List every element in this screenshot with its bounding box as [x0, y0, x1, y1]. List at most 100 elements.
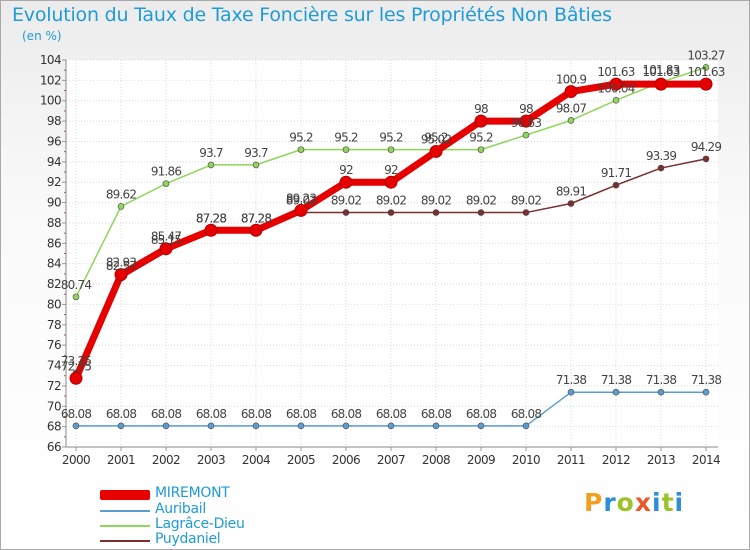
data-label-lagrace-dieu: 101.83	[642, 63, 679, 77]
data-label-puydaniel: 89.02	[466, 194, 497, 208]
legend-label-puydaniel: Puydaniel	[155, 531, 221, 547]
y-tick-label: 78	[47, 318, 61, 332]
data-label-miremont: 92	[339, 163, 353, 177]
data-point-auribail	[432, 422, 440, 430]
data-label-auribail: 68.08	[421, 407, 452, 421]
data-point-lagrace-dieu	[702, 64, 710, 71]
y-tick-label: 98	[47, 114, 61, 128]
x-tick-label: 2004	[242, 453, 270, 467]
data-label-puydaniel: 82.57	[106, 259, 137, 273]
data-label-miremont: 101.63	[687, 65, 724, 79]
data-point-miremont	[294, 203, 308, 217]
data-label-puydaniel: 89.02	[421, 194, 452, 208]
legend-label-lagrace-dieu: Lagrâce-Dieu	[155, 516, 245, 532]
y-tick-label: 96	[47, 134, 61, 148]
y-tick-label: 84	[47, 257, 61, 271]
data-point-lagrace-dieu	[522, 131, 530, 139]
data-label-auribail: 71.38	[646, 373, 677, 387]
data-label-puydaniel: 73.25	[61, 354, 92, 368]
data-label-miremont: 98	[519, 102, 533, 116]
data-label-puydaniel: 91.71	[601, 166, 632, 180]
x-tick-label: 2011	[557, 453, 585, 467]
data-point-lagrace-dieu	[612, 97, 620, 104]
data-point-miremont	[159, 242, 173, 256]
y-tick-label: 104	[40, 53, 61, 67]
data-label-puydaniel: 87.28	[196, 211, 227, 225]
x-tick-label: 2005	[287, 453, 315, 467]
data-point-auribail	[342, 422, 350, 430]
legend-swatch-lagrace-dieu	[100, 525, 150, 527]
data-point-auribail	[477, 422, 485, 430]
data-label-puydaniel: 94.29	[691, 140, 722, 154]
data-point-miremont	[384, 175, 398, 189]
data-point-auribail	[252, 422, 260, 430]
logo-letter: P	[584, 488, 604, 517]
data-label-lagrace-dieu: 89.62	[106, 187, 137, 201]
data-point-auribail	[657, 388, 665, 396]
data-point-lagrace-dieu	[342, 146, 350, 153]
y-tick-label: 90	[47, 196, 61, 210]
data-point-puydaniel	[342, 209, 350, 216]
data-label-auribail: 68.08	[196, 407, 227, 421]
data-label-auribail: 71.38	[556, 373, 587, 387]
legend-swatch-auribail	[100, 510, 150, 512]
y-tick-label: 100	[40, 94, 61, 108]
data-label-auribail: 68.08	[61, 407, 92, 421]
data-label-puydaniel: 85.15	[151, 233, 182, 247]
data-label-lagrace-dieu: 96.63	[511, 116, 542, 130]
data-label-miremont: 92	[384, 163, 398, 177]
data-point-auribail	[207, 422, 215, 430]
data-point-auribail	[387, 422, 395, 430]
x-tick-label: 2009	[467, 453, 495, 467]
data-point-miremont	[474, 114, 488, 128]
data-label-miremont: 82.93	[106, 256, 137, 270]
data-point-lagrace-dieu	[72, 293, 80, 301]
data-point-puydaniel	[522, 209, 530, 216]
data-label-lagrace-dieu: 95.2	[424, 131, 448, 145]
data-point-lagrace-dieu	[117, 203, 125, 210]
data-point-auribail	[702, 388, 710, 396]
data-point-miremont	[69, 371, 83, 385]
y-axis-unit-label: (en %)	[22, 29, 62, 43]
x-tick-label: 2013	[647, 453, 675, 467]
logo-letter: o	[616, 488, 635, 517]
y-tick-label: 102	[40, 73, 61, 87]
axes: 66 68 70 72 74 76 78 80 82 84 86 88 90 92 94 96 98 100 102…	[40, 53, 721, 467]
logo-letter: t	[661, 488, 675, 517]
data-label-auribail: 68.08	[106, 407, 137, 421]
y-tick-label: 74	[47, 359, 61, 373]
legend-label-auribail: Auribail	[155, 501, 206, 517]
data-label-lagrace-dieu: 95.2	[379, 131, 403, 145]
x-tick-label: 2014	[692, 453, 720, 467]
legend-swatch-puydaniel	[100, 540, 150, 542]
logo-letter: r	[603, 488, 617, 517]
data-label-puydaniel: 89.02	[511, 194, 542, 208]
y-tick-label: 92	[47, 175, 61, 189]
y-tick-label: 72	[47, 379, 61, 393]
logo-letter: i	[674, 488, 685, 517]
data-label-miremont: 101.63	[642, 65, 679, 79]
data-point-lagrace-dieu	[477, 146, 485, 153]
data-label-puydaniel: 89.02	[376, 194, 407, 208]
y-tick-label: 76	[47, 338, 61, 352]
data-label-puydaniel: 93.39	[646, 149, 677, 163]
y-tick-label: 88	[47, 216, 61, 230]
data-point-puydaniel	[702, 155, 710, 163]
data-point-miremont	[564, 85, 578, 99]
logo-letter: i	[652, 488, 662, 517]
data-label-puydaniel: 87.28	[241, 211, 272, 225]
data-point-lagrace-dieu	[207, 161, 215, 169]
data-label-auribail: 68.08	[511, 407, 542, 421]
x-tick-label: 2000	[62, 453, 90, 467]
data-label-auribail: 71.38	[601, 373, 632, 387]
x-tick-label: 2002	[152, 453, 180, 467]
data-point-miremont	[429, 144, 443, 158]
data-label-auribail: 68.08	[331, 407, 362, 421]
plot-area	[66, 60, 718, 447]
legend-label-miremont: MIREMONT	[155, 485, 230, 501]
data-label-lagrace-dieu: 95.2	[334, 131, 358, 145]
x-tick-label: 2003	[197, 453, 225, 467]
data-label-lagrace-dieu: 91.86	[151, 165, 182, 179]
data-label-miremont: 87.28	[196, 211, 227, 225]
